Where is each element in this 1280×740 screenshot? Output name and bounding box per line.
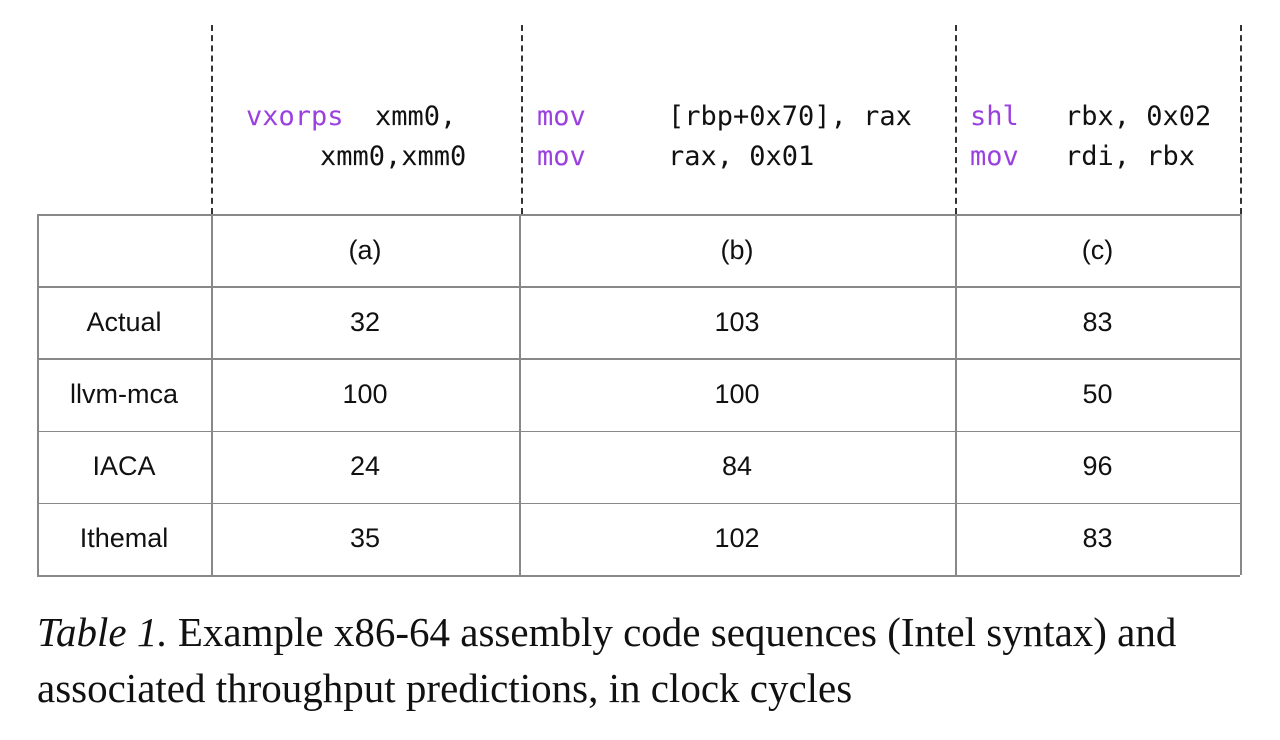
- code-opcode: mov: [970, 141, 1019, 172]
- cell-value: 102: [714, 523, 760, 554]
- cell-value: 35: [349, 523, 381, 554]
- column-border: [1240, 214, 1242, 575]
- dashed-separator: [521, 25, 523, 214]
- row-border: [37, 430, 1240, 433]
- row-label: IACA: [92, 451, 156, 482]
- code-operands: xmm0,xmm0: [320, 141, 467, 172]
- dashed-separator: [955, 25, 957, 214]
- column-border: [37, 214, 39, 575]
- row-label: Actual: [86, 306, 162, 337]
- cell-value: 83: [1082, 523, 1113, 554]
- row-label: Ithemal: [79, 523, 169, 554]
- column-border: [955, 214, 957, 575]
- code-operands: rdi, rbx: [1065, 141, 1196, 172]
- column-header: (b): [720, 234, 754, 265]
- column-header: (c): [1081, 234, 1114, 265]
- code-operands: xmm0,: [375, 101, 457, 132]
- caption-label: Table 1.: [37, 609, 168, 655]
- caption: Table 1. Example x86-64 assembly code se…: [37, 604, 1267, 716]
- cell-value: 24: [349, 451, 381, 482]
- dashed-separator: [1240, 25, 1242, 214]
- code-opcode: vxorps: [246, 101, 344, 132]
- code-opcode: mov: [537, 101, 586, 132]
- code-operands: [rbp+0x70], rax: [668, 101, 912, 132]
- code-operands: rbx, 0x02: [1065, 101, 1212, 132]
- row-border: [37, 502, 1240, 505]
- cell-value: 83: [1082, 306, 1113, 337]
- column-border: [211, 214, 213, 575]
- code-opcode: mov: [537, 141, 586, 172]
- cell-value: 50: [1082, 378, 1113, 409]
- cell-value: 100: [714, 378, 760, 409]
- caption-text: Example x86-64 assembly code sequences (…: [37, 609, 1177, 711]
- row-border: [37, 214, 1240, 216]
- row-border: [37, 286, 1240, 288]
- cell-value: 103: [714, 306, 760, 337]
- row-border: [37, 575, 1240, 577]
- row-label: llvm-mca: [70, 378, 178, 409]
- row-border: [37, 358, 1240, 360]
- code-operands: rax, 0x01: [668, 141, 815, 172]
- cell-value: 100: [342, 378, 388, 409]
- dashed-separator: [211, 25, 213, 214]
- column-header: (a): [348, 234, 382, 265]
- code-opcode: shl: [970, 101, 1019, 132]
- column-border: [519, 214, 521, 575]
- cell-value: 32: [349, 306, 381, 337]
- cell-value: 84: [721, 451, 753, 482]
- cell-value: 96: [1082, 451, 1113, 482]
